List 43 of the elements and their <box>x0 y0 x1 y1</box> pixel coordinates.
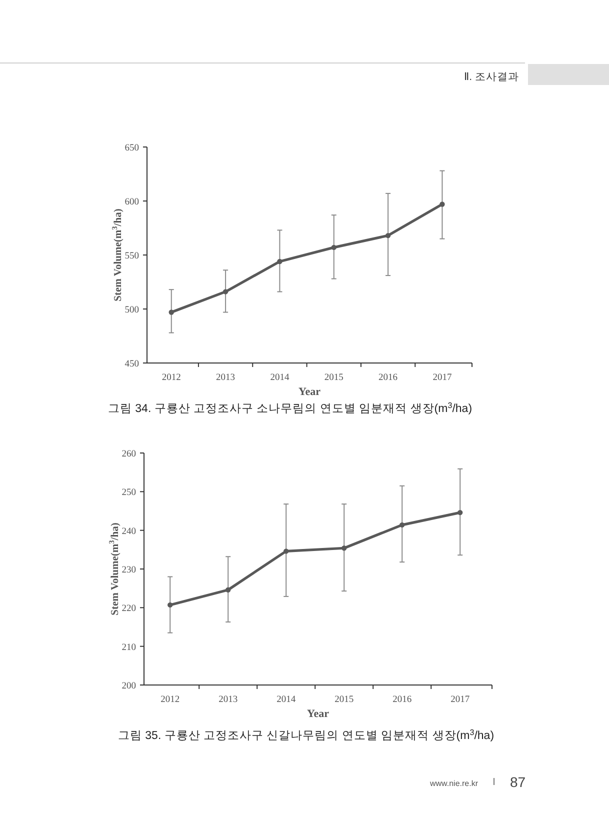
point <box>458 510 463 516</box>
x-axis-title: Year <box>307 708 330 720</box>
point <box>331 244 336 250</box>
y-tick-label: 450 <box>124 360 140 370</box>
x-tick-label: 2013 <box>218 695 238 705</box>
x-axis-title: Year <box>298 386 321 398</box>
x-tick-label: 2015 <box>334 695 354 705</box>
text: Ⅱ. 조사결과 <box>464 71 519 83</box>
y-tick-label: 550 <box>124 252 140 262</box>
x-tick-label: 2016 <box>378 373 398 383</box>
point <box>222 289 228 294</box>
y-tick-label: 250 <box>122 488 136 498</box>
x-tick-label: 2012 <box>162 373 182 383</box>
point <box>440 202 445 207</box>
text: www.nie.re.kr <box>428 779 478 788</box>
y-tick-label: 650 <box>124 144 140 154</box>
y-tick-label: 230 <box>122 566 136 576</box>
point <box>168 310 174 315</box>
y-tick-label: 210 <box>122 642 136 653</box>
point <box>226 587 231 592</box>
x-tick-label: 2017 <box>450 695 470 705</box>
x-tick-label: 2015 <box>324 373 344 383</box>
y-tick-label: 200 <box>122 682 136 692</box>
point <box>400 522 405 528</box>
text: 87 <box>510 774 526 790</box>
text: 그림 34. 구룡산 고정조사구 소나무림의 연도별 임분재적 생장(m$^{3}$/ha) <box>108 400 472 415</box>
y-tick-label: 260 <box>122 450 136 460</box>
y-tick-label: 500 <box>124 306 140 316</box>
point <box>385 232 391 238</box>
point <box>168 602 173 608</box>
x-tick-label: 2014 <box>270 373 290 383</box>
x-tick-label: 2017 <box>432 373 452 383</box>
x-tick-label: 2012 <box>160 695 180 705</box>
point <box>284 548 289 554</box>
y-tick-label: 220 <box>122 604 136 614</box>
x-tick-label: 2014 <box>276 695 296 705</box>
point <box>342 546 347 551</box>
x-tick-label: 2013 <box>216 373 236 383</box>
y-tick-label: 240 <box>122 526 136 537</box>
x-tick-label: 2016 <box>392 695 412 705</box>
y-tick-label: 600 <box>124 198 140 208</box>
point <box>277 258 282 264</box>
text: 그림 35. 구룡산 고정조사구 신갈나무림의 연도별 임분재적 생장(m$^{3}$/ha) <box>118 728 494 742</box>
